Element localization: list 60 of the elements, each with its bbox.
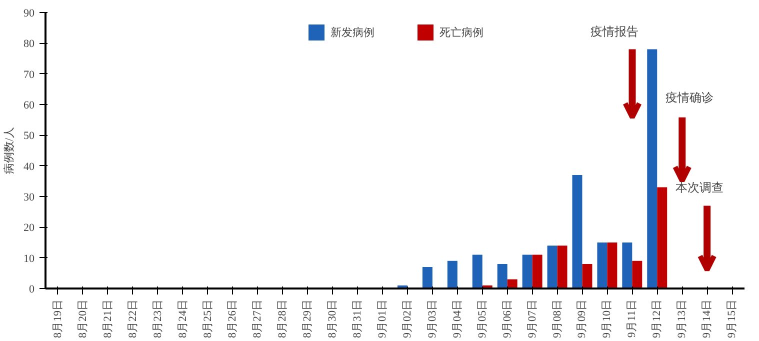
y-tick-label: 20 [24,222,35,234]
x-tick-label: 8月29日 [302,300,314,338]
bar [657,187,668,288]
x-tick-label: 8月25日 [202,300,214,338]
x-tick-label: 8月23日 [152,300,164,338]
x-tick-label: 8月26日 [226,300,239,338]
bar [632,260,642,288]
x-tick-label: 9月07日 [526,300,538,338]
y-tick-label: 70 [24,68,35,81]
x-tick-label: 8月21日 [102,300,114,338]
x-tick-label: 9月15日 [726,300,738,338]
legend-label: 死亡病例 [440,26,484,40]
bar [622,242,632,288]
bar [607,242,618,288]
x-tick-label: 8月28日 [276,300,289,338]
x-tick-label: 9月12日 [651,300,664,338]
bar [582,264,592,288]
x-tick-label: 9月13日 [676,300,688,338]
bar [497,264,508,288]
x-tick-label: 9月01日 [376,300,389,338]
annotation: 疫情报告 [590,24,639,39]
annotation: 本次调查 [676,180,724,195]
x-tick-label: 9月05日 [476,300,488,338]
x-tick-label: 8月20日 [76,300,89,338]
y-tick-label: 0 [29,284,35,296]
bar [532,254,542,288]
annotation: 疫情确诊 [666,90,714,104]
x-tick-label: 9月10日 [601,300,614,338]
y-tick-label: 10 [24,252,35,265]
x-tick-label: 8月27日 [252,300,264,338]
bar [557,246,568,288]
y-tick-label: 80 [24,38,35,50]
bar [422,267,432,288]
x-tick-label: 9月06日 [501,300,514,338]
bar [522,254,532,288]
y-axis-title: 病例数/人 [2,126,16,174]
x-tick-label: 8月22日 [126,300,139,338]
y-tick-label: 30 [24,192,35,204]
bar [572,175,582,288]
bar [547,246,558,288]
x-tick-label: 9月11日 [626,300,638,338]
y-tick-label: 60 [24,100,35,112]
bar [647,49,658,288]
x-tick-label: 8月19日 [52,300,64,338]
x-tick-label: 8月31日 [352,300,364,338]
x-tick-label: 8月30日 [326,300,339,338]
legend-label: 新发病例 [330,26,374,40]
y-tick-label: 90 [24,8,35,20]
bar [472,254,482,288]
x-tick-label: 9月04日 [451,300,464,338]
x-tick-label: 9月09日 [576,300,588,338]
bar [447,260,458,288]
x-tick-label: 9月02日 [401,300,414,338]
x-tick-label: 8月24日 [176,300,189,338]
x-tick-label: 9月03日 [426,300,438,338]
y-tick-label: 50 [24,130,35,142]
bar [597,242,608,288]
y-tick-label: 40 [24,160,35,173]
x-tick-label: 9月14日 [701,300,714,338]
x-tick-label: 9月08日 [551,300,564,338]
